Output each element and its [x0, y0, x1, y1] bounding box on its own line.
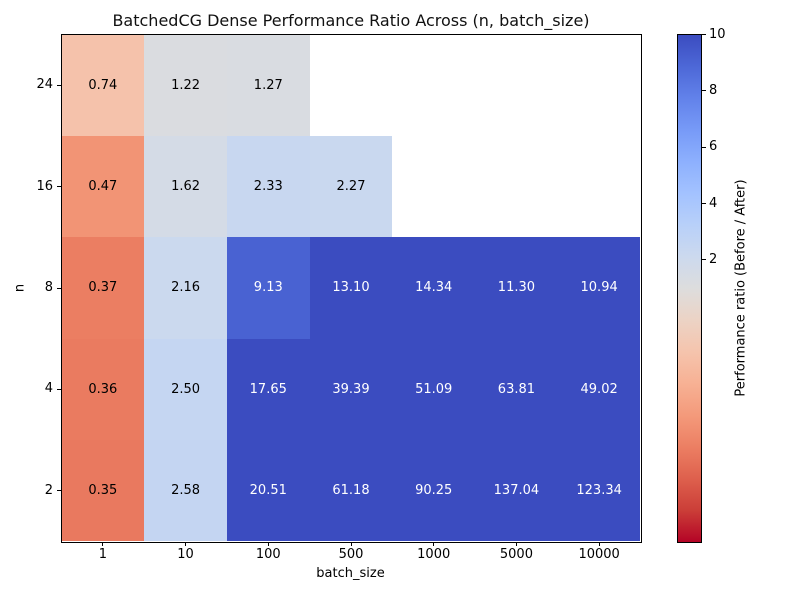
- x-tick-mark: [102, 542, 104, 546]
- cell-value: 123.34: [576, 483, 622, 499]
- heatmap-cell: 2.33: [226, 135, 310, 238]
- y-tick-mark: [57, 186, 61, 188]
- x-tick-label: 100: [255, 547, 281, 562]
- heatmap-cell: 2.58: [144, 440, 227, 542]
- y-tick-label: 2: [44, 482, 53, 498]
- cell-value: 1.22: [171, 77, 201, 93]
- colorbar-tick-label: 10: [709, 26, 726, 42]
- cell-value: 17.65: [249, 381, 287, 397]
- cell-value: 137.04: [493, 483, 540, 499]
- cell-value: 11.30: [497, 280, 536, 296]
- heatmap-cell: 0.36: [61, 338, 145, 441]
- colorbar-tick-mark: [701, 90, 706, 92]
- heatmap-cell: 13.10: [309, 237, 393, 339]
- colorbar-label: Performance ratio (Before / After): [733, 179, 749, 397]
- y-tick-mark: [57, 388, 61, 390]
- heatmap-cell: 1.22: [144, 34, 227, 136]
- y-tick-label: 8: [44, 280, 53, 295]
- colorbar-tick-label: 4: [709, 195, 718, 211]
- heatmap-cell: 49.02: [557, 338, 641, 441]
- cell-value: 2.16: [171, 280, 201, 296]
- cell-value: 9.13: [253, 280, 283, 296]
- x-axis-label: batch_size: [316, 566, 385, 581]
- x-tick-mark: [185, 542, 187, 546]
- cell-value: 51.09: [415, 381, 453, 397]
- heatmap-cell: 0.74: [61, 34, 145, 136]
- heatmap-cell: 2.50: [144, 338, 227, 441]
- cell-value: 1.62: [171, 179, 201, 195]
- colorbar-tick-label: 2: [709, 251, 718, 267]
- heatmap-cell: 0.37: [61, 237, 145, 339]
- chart-title: BatchedCG Dense Performance Ratio Across…: [112, 11, 590, 30]
- heatmap-cell: 39.39: [309, 338, 393, 441]
- colorbar-tick-mark: [701, 203, 706, 204]
- colorbar-tick-mark: [701, 34, 706, 35]
- colorbar-tick-label: 8: [709, 82, 718, 98]
- heatmap-cell: 123.34: [557, 440, 641, 542]
- x-tick-mark: [350, 542, 352, 546]
- heatmap-cell: 14.34: [392, 237, 476, 339]
- x-tick-label: 500: [338, 547, 364, 562]
- colorbar-tick-label: 6: [709, 139, 718, 155]
- y-tick-mark: [57, 490, 61, 492]
- heatmap-cell: 63.81: [475, 338, 558, 441]
- cell-value: 2.50: [171, 381, 201, 397]
- heatmap-cell: 11.30: [475, 237, 558, 339]
- x-tick-label: 10: [177, 547, 194, 562]
- cell-value: 49.02: [580, 381, 618, 397]
- x-tick-mark: [598, 542, 600, 546]
- x-tick-mark: [267, 542, 269, 546]
- cell-value: 20.51: [249, 483, 287, 499]
- y-tick-label: 24: [36, 77, 53, 93]
- heatmap-cell: 0.35: [61, 440, 145, 542]
- cell-value: 61.18: [332, 483, 370, 499]
- heatmap-cell: 2.27: [309, 135, 393, 238]
- cell-value: 0.35: [88, 483, 118, 499]
- cell-value: 0.37: [88, 280, 118, 296]
- heatmap-cell: 90.25: [392, 440, 476, 542]
- colorbar: [676, 33, 702, 543]
- cell-value: 0.74: [88, 77, 118, 93]
- heatmap-cell: 1.62: [144, 135, 227, 238]
- heatmap-cell: 20.51: [226, 440, 310, 542]
- y-tick-label: 4: [44, 381, 53, 397]
- x-tick-label: 1: [98, 547, 107, 562]
- cell-value: 10.94: [580, 280, 618, 296]
- heatmap-cell: 61.18: [309, 440, 393, 542]
- x-tick-mark: [515, 542, 517, 546]
- cell-value: 39.39: [332, 381, 370, 397]
- cell-value: 1.27: [253, 77, 283, 93]
- y-tick-mark: [57, 287, 61, 289]
- cell-value: 14.34: [415, 280, 453, 296]
- heatmap-cell: 51.09: [392, 338, 476, 441]
- heatmap-cell: 0.47: [61, 135, 145, 238]
- cell-value: 2.58: [171, 483, 201, 499]
- cell-value: 13.10: [332, 280, 370, 296]
- cell-value: 0.47: [88, 179, 118, 195]
- heatmap-cell: 1.27: [226, 34, 310, 136]
- x-tick-mark: [433, 542, 435, 546]
- cell-value: 2.33: [253, 179, 283, 195]
- y-tick-label: 16: [36, 178, 53, 194]
- cell-value: 0.36: [88, 381, 118, 397]
- cell-value: 2.27: [336, 179, 366, 195]
- heatmap-cell: 2.16: [144, 237, 227, 339]
- heatmap-plot: 0.74 1.22 1.27 0.47 1.62 2.33 2.27 0.37 2.16 9.13…: [60, 33, 642, 543]
- x-tick-label: 5000: [499, 547, 533, 562]
- y-tick-mark: [57, 84, 61, 86]
- heatmap-cell: 17.65: [226, 338, 310, 441]
- colorbar-tick-mark: [701, 146, 706, 148]
- cell-value: 90.25: [415, 483, 453, 499]
- heatmap-cell: 10.94: [557, 237, 641, 339]
- x-tick-label: 10000: [578, 547, 620, 562]
- heatmap-cell: 137.04: [475, 440, 558, 542]
- heatmap-cell: 9.13: [226, 237, 310, 339]
- colorbar-tick-mark: [701, 259, 706, 261]
- x-tick-label: 1000: [417, 547, 451, 562]
- cell-value: 63.81: [497, 381, 536, 397]
